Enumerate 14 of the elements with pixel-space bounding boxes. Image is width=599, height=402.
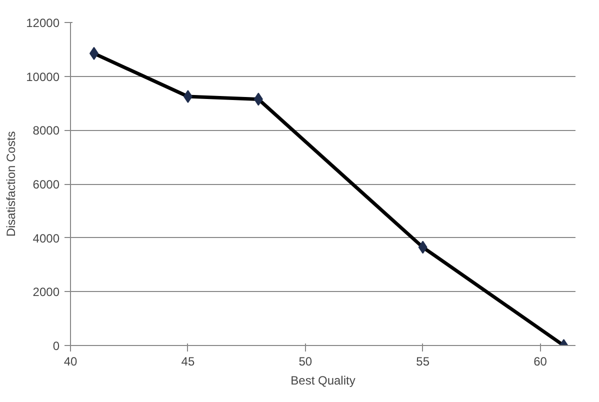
x-tick-label: 60 [534, 354, 548, 368]
y-tick-label: 10000 [26, 70, 60, 84]
y-tick-label: 0 [52, 339, 60, 353]
x-tick-label: 55 [416, 354, 430, 368]
x-tick-label: 45 [181, 354, 195, 368]
y-tick-label: 12000 [26, 16, 60, 30]
y-tick-label: 6000 [32, 178, 60, 192]
x-tick-label: 40 [64, 354, 78, 368]
y-axis-title: Disatisfaction Costs [4, 131, 18, 237]
y-tick-label: 2000 [32, 285, 60, 300]
y-tick-label: 8000 [32, 124, 60, 138]
x-tick-label: 50 [298, 354, 312, 368]
y-tick-label: 4000 [32, 231, 60, 246]
x-axis-title: Best Quality [290, 374, 356, 388]
